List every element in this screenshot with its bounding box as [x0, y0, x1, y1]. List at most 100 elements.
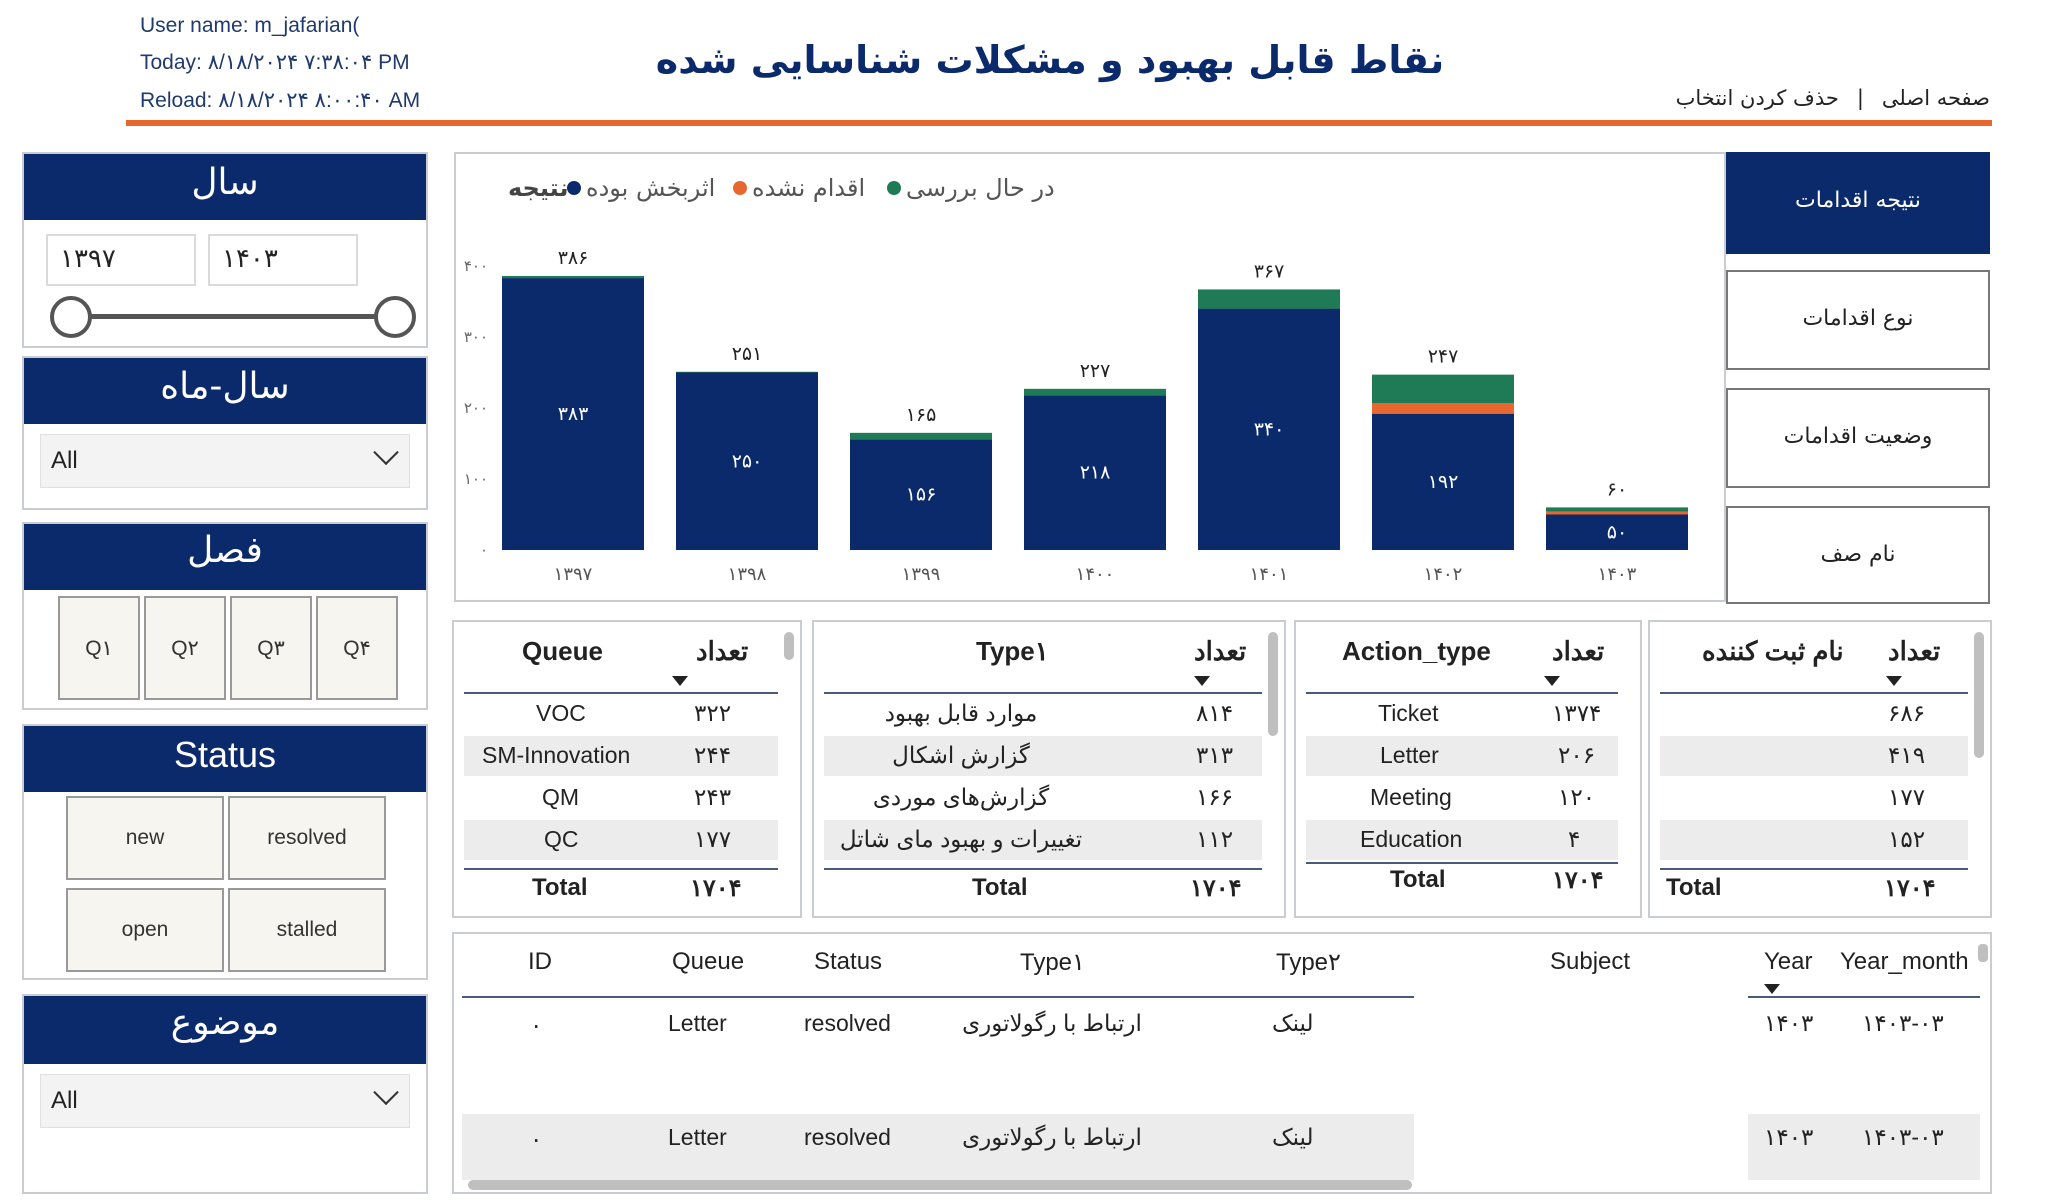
queue-table: Queue تعداد VOC ۳۲۲ SM-Innovation ۲۴۴ QM…	[452, 620, 802, 918]
table-row[interactable]: ۱۷۷	[1888, 784, 1926, 810]
x-tick-label: ۱۴۰۱	[1250, 564, 1289, 585]
status-column-header[interactable]: Status	[814, 948, 883, 975]
legend-marker	[733, 181, 747, 195]
subject-slicer: موضوع All	[22, 994, 428, 1194]
season-q4-tile[interactable]: Q۴	[316, 596, 398, 700]
year-month-column-header[interactable]: Year_month	[1840, 948, 1969, 975]
table-row[interactable]: گزارش‌های موردی ۱۶۶	[872, 784, 1234, 810]
year-column-header[interactable]: Year	[1764, 948, 1813, 975]
horizontal-scrollbar[interactable]	[468, 1180, 1412, 1190]
legend-label: در حال بررسی	[906, 174, 1055, 202]
subject-column-header[interactable]: Subject	[1550, 948, 1631, 975]
total-label: Total	[1390, 866, 1446, 893]
scrollbar[interactable]	[784, 632, 794, 660]
season-q3-tile[interactable]: Q۳	[230, 596, 312, 700]
sort-desc-icon[interactable]	[1764, 984, 1780, 994]
status-resolved-tile[interactable]: resolved	[228, 796, 386, 880]
nav-queue-name-button[interactable]: نام صف	[1726, 506, 1990, 604]
table-row[interactable]: ۰ Letter resolved ارتباط با رگولاتوری لی…	[530, 1124, 1944, 1152]
table-row[interactable]: Ticket ۱۳۷۴	[1378, 700, 1602, 726]
status-slicer: Status new resolved open stalled	[22, 724, 428, 980]
year-slider-end-handle[interactable]	[374, 296, 416, 338]
table-row[interactable]: Letter ۲۰۶	[1306, 736, 1618, 776]
table-row[interactable]: ۱۵۲	[1660, 820, 1968, 860]
table-row[interactable]: موارد قابل بهبود ۸۱۴	[884, 700, 1234, 726]
table-row[interactable]: ۴۱۹	[1660, 736, 1968, 776]
clear-selection-link[interactable]: حذف کردن انتخاب	[1675, 86, 1839, 110]
total-label: Total	[1666, 874, 1722, 901]
table-row[interactable]: ۶۸۶	[1888, 700, 1926, 726]
nav-action-status-button[interactable]: وضعیت اقدامات	[1726, 388, 1990, 488]
table-row[interactable]: VOC ۳۲۲	[536, 700, 732, 726]
user-name-label: User name: m_jafarian(	[140, 14, 360, 37]
table-row[interactable]: QM ۲۴۳	[542, 784, 732, 810]
type1-column-header[interactable]: Type۱	[976, 636, 1049, 666]
queue-column-header[interactable]: Queue	[522, 636, 603, 666]
season-q2-tile[interactable]: Q۲	[144, 596, 226, 700]
table-row[interactable]: QC ۱۷۷	[464, 820, 778, 860]
header-separator: |	[1856, 86, 1864, 110]
count-column-header[interactable]: تعداد	[696, 636, 749, 666]
id-column-header[interactable]: ID	[528, 948, 552, 975]
header-divider	[126, 120, 1992, 126]
bar-inner-label: ۲۵۰	[732, 450, 763, 472]
sort-desc-icon[interactable]	[672, 676, 688, 686]
chevron-down-icon	[373, 1079, 399, 1106]
bar-segment	[502, 275, 644, 279]
table-row[interactable]: تغییرات و بهبود مای شاتل ۱۱۲	[824, 820, 1262, 860]
count-column-header[interactable]: تعداد	[1552, 636, 1605, 666]
count-column-header[interactable]: تعداد	[1194, 636, 1247, 666]
y-tick-label: ۴۰۰	[464, 257, 488, 275]
action-type-column-header[interactable]: Action_type	[1342, 636, 1491, 666]
scrollbar[interactable]	[1978, 944, 1988, 962]
year-from-input[interactable]: ۱۳۹۷	[46, 234, 196, 286]
results-chart-panel: نتیجه اثربخش بوده اقدام نشده در حال بررسی ۰ ۱…	[454, 152, 1726, 602]
year-slider-start-handle[interactable]	[50, 296, 92, 338]
total-value: ۱۷۰۴	[1884, 875, 1936, 902]
sort-desc-icon[interactable]	[1544, 676, 1560, 686]
bar-total-label: ۱۶۵	[906, 404, 937, 426]
queue-column-header[interactable]: Queue	[672, 948, 745, 975]
table-row[interactable]: SM-Innovation ۲۴۴	[464, 736, 778, 776]
status-new-tile[interactable]: new	[66, 796, 224, 880]
status-stalled-tile[interactable]: stalled	[228, 888, 386, 972]
type1-column-header[interactable]: Type۱	[1020, 949, 1085, 976]
season-q1-tile[interactable]: Q۱	[58, 596, 140, 700]
bar-inner-label: ۲۱۸	[1080, 462, 1111, 484]
subject-dropdown-value: All	[51, 1087, 78, 1114]
results-bar-chart: نتیجه اثربخش بوده اقدام نشده در حال بررسی ۰ ۱…	[464, 174, 1688, 585]
header-links: صفحه اصلی | حذف کردن انتخاب	[1640, 86, 1990, 110]
nav-action-results-button[interactable]: نتیجه اقدامات	[1726, 152, 1990, 254]
bar-segment	[1198, 289, 1340, 309]
year-to-input[interactable]: ۱۴۰۳	[208, 234, 358, 286]
bar-segment	[1024, 388, 1166, 396]
x-tick-label: ۱۳۹۷	[554, 564, 593, 585]
year-month-dropdown[interactable]: All	[40, 434, 410, 488]
nav-action-types-button[interactable]: نوع اقدامات	[1726, 270, 1990, 370]
scrollbar[interactable]	[1268, 632, 1278, 736]
type2-column-header[interactable]: Type۲	[1276, 949, 1341, 976]
registrar-column-header[interactable]: نام ثبت کننده	[1702, 636, 1844, 666]
type1-table: Type۱ تعداد موارد قابل بهبود ۸۱۴ گزارش ا…	[812, 620, 1286, 918]
bar-inner-label: ۱۹۲	[1428, 471, 1459, 493]
detail-table: ID Queue Status Type۱ Type۲ Subject Year…	[452, 932, 1992, 1194]
scrollbar[interactable]	[1974, 632, 1984, 758]
bar-segment	[850, 432, 992, 440]
table-row[interactable]: گزارش اشکال ۳۱۳	[824, 736, 1262, 776]
sort-desc-icon[interactable]	[1886, 676, 1902, 686]
status-open-tile[interactable]: open	[66, 888, 224, 972]
legend-marker	[887, 181, 901, 195]
subject-dropdown[interactable]: All	[40, 1074, 410, 1128]
bar-segment	[1546, 507, 1688, 512]
bar-total-label: ۲۲۷	[1080, 360, 1111, 382]
bar-inner-label: ۳۴۰	[1254, 418, 1285, 440]
bar-total-label: ۳۶۷	[1254, 260, 1285, 282]
home-link[interactable]: صفحه اصلی	[1881, 86, 1990, 110]
count-column-header[interactable]: تعداد	[1888, 636, 1941, 666]
table-row[interactable]: Meeting ۱۲۰	[1370, 784, 1596, 810]
sort-desc-icon[interactable]	[1194, 676, 1210, 686]
table-row[interactable]: ۰ Letter resolved ارتباط با رگولاتوری لی…	[530, 1010, 1944, 1038]
bar-segment	[1372, 374, 1514, 404]
legend-label: اثربخش بوده	[586, 174, 715, 202]
table-row[interactable]: Education ۴	[1306, 820, 1618, 860]
